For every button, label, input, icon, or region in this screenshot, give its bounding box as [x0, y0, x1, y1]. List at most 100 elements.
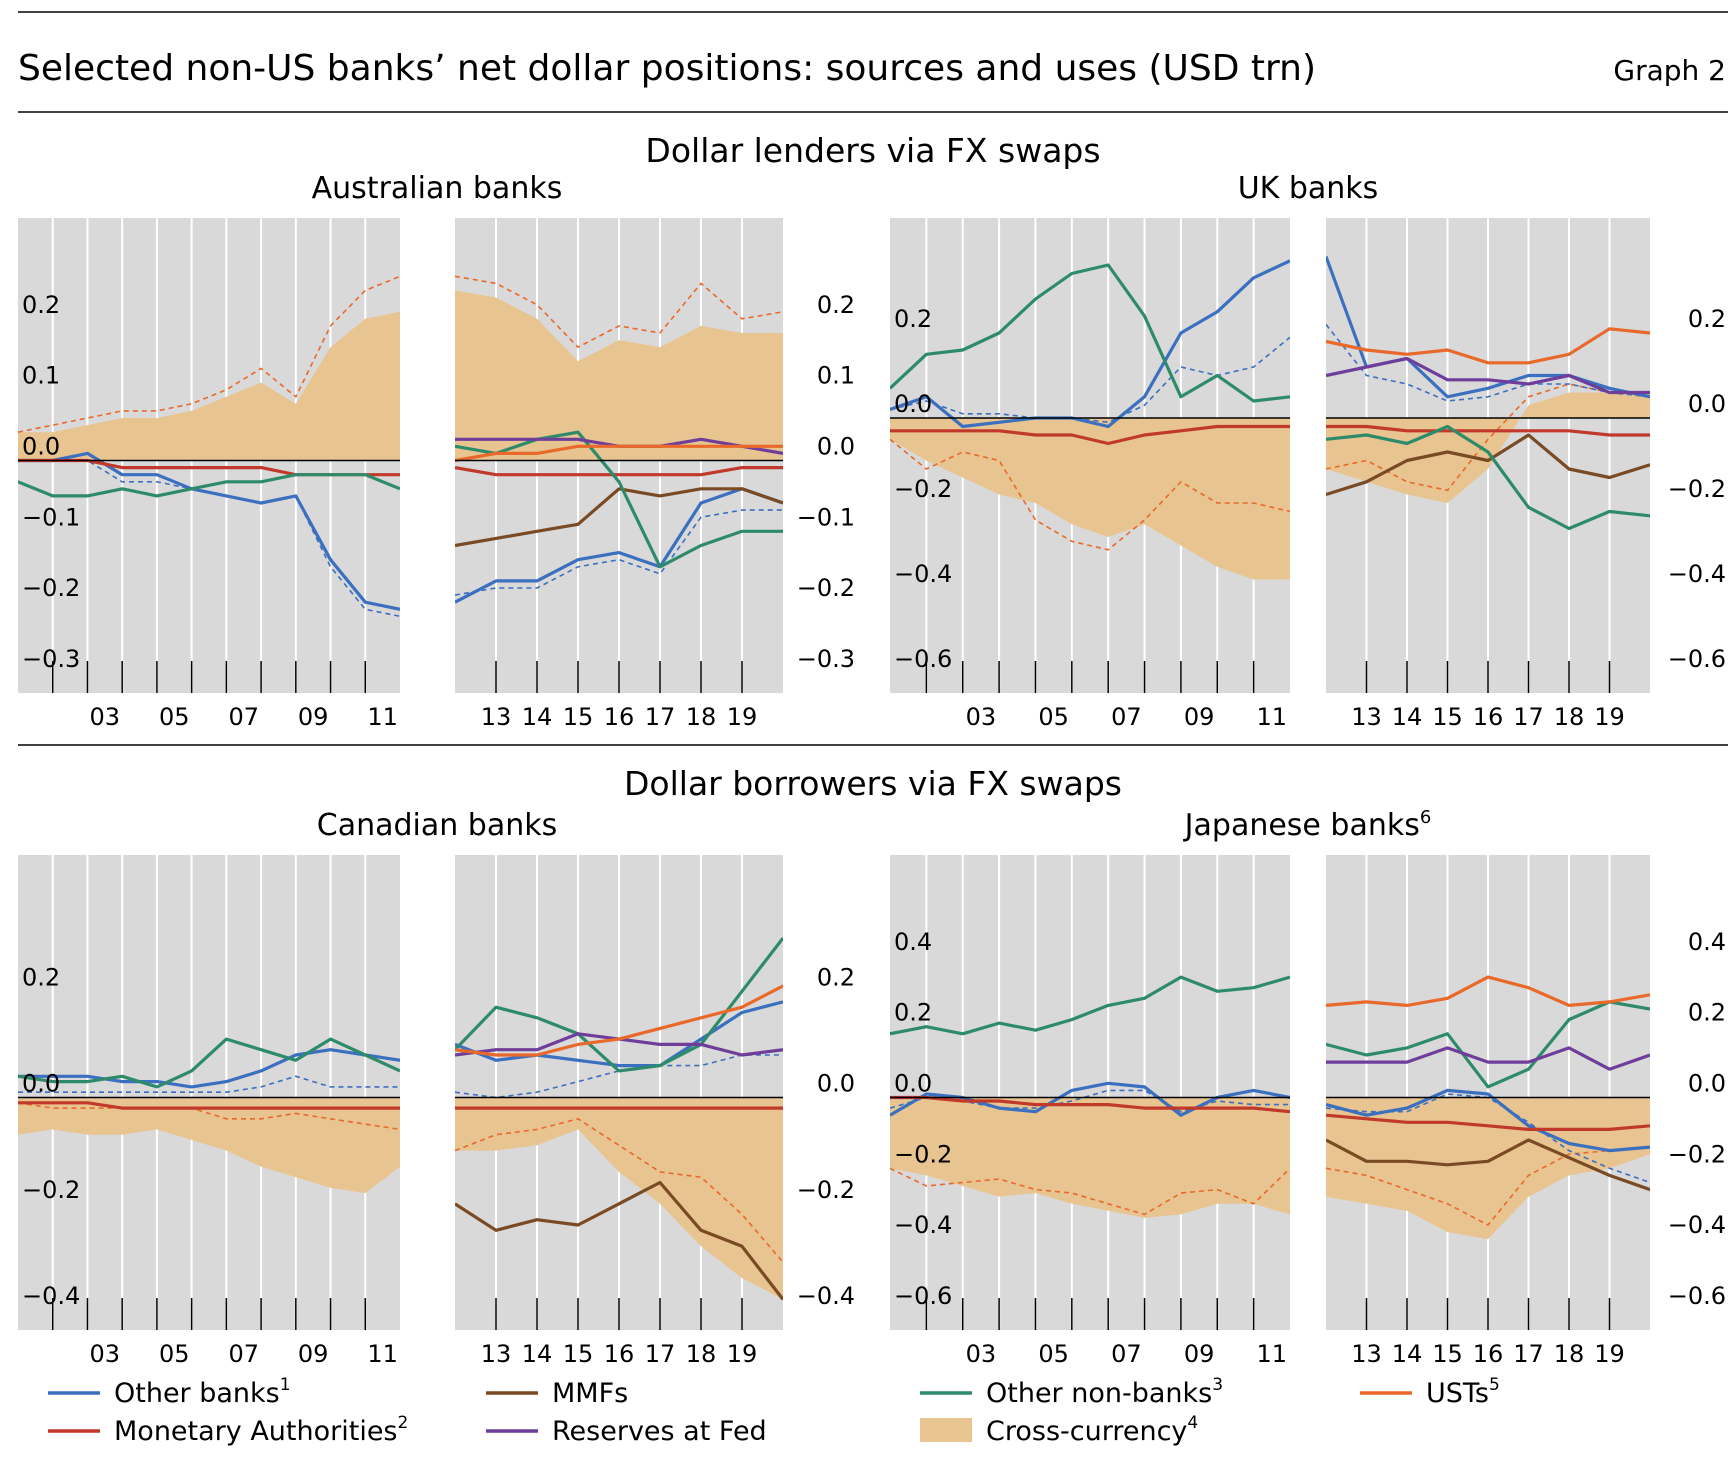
series-other-non-banks-line — [18, 473, 400, 498]
x-tick-label: 11 — [1257, 1340, 1288, 1368]
y-tick-label: 0.2 — [22, 963, 60, 991]
panel-left: 03 05 07 09 11 0.2 0.0 −0.2 −0.4 — [18, 855, 400, 1368]
x-tick-label: 07 — [228, 703, 259, 731]
legend-label: Other non-banks3 — [986, 1375, 1223, 1409]
y-tick-label: 0.0 — [894, 1070, 932, 1098]
series-cross-currency-dashed-line — [1326, 1146, 1650, 1226]
y-tick-label: −0.4 — [894, 1211, 952, 1239]
chart-title: Canadian banks — [317, 808, 557, 843]
graph-label: Graph 2 — [1613, 54, 1726, 87]
x-tick-label: 19 — [1594, 703, 1625, 731]
y-tick-label: −0.2 — [797, 574, 855, 602]
panel-left: 03 05 07 09 11 0.4 0.2 0.0 −0.2 −0.4 −0.6 — [890, 855, 1290, 1368]
series-other-banks-dashed-line — [1326, 324, 1650, 402]
series-mmfs-line — [1326, 433, 1650, 497]
y-tick-label: 0.0 — [1688, 1070, 1726, 1098]
series-layer — [1326, 975, 1650, 1240]
y-tick-label: −0.6 — [1668, 1282, 1726, 1310]
series-monetary-authorities-line — [1326, 1113, 1650, 1132]
legend-footnote: 4 — [1187, 1413, 1198, 1433]
figure-title: Selected non-US banks’ net dollar positi… — [18, 48, 1316, 89]
x-tick-label: 15 — [563, 703, 594, 731]
x-tick-label: 13 — [1351, 703, 1382, 731]
legend-item-mmfs: MMFs — [486, 1378, 628, 1409]
chart-title: Japanese banks6 — [1183, 807, 1432, 843]
x-tick-label: 18 — [686, 703, 717, 731]
y-tick-label: −0.2 — [1668, 475, 1726, 503]
y-tick-label: 0.4 — [894, 928, 932, 956]
x-tick-label: 17 — [1513, 1340, 1544, 1368]
series-cross-currency-dashed-line — [455, 275, 783, 349]
legend-item-other-banks: Other banks1 — [48, 1375, 291, 1409]
chart-group-japanese-banks: Japanese banks6 03 05 07 09 11 0.4 0.2 0.0 −0.2 −0… — [890, 807, 1726, 1368]
series-cross-currency-area — [1326, 392, 1650, 503]
series-cross-currency-dashed-line — [18, 275, 400, 433]
x-tick-label: 18 — [1554, 1340, 1585, 1368]
legend-label: Monetary Authorities2 — [114, 1413, 408, 1447]
y-tick-label: −0.4 — [22, 1282, 80, 1310]
series-other-non-banks-line — [18, 1037, 400, 1089]
series-cross-currency-dashed-line — [18, 1102, 400, 1131]
series-cross-currency-dashed-line — [455, 1118, 783, 1263]
x-tick-label: 11 — [367, 703, 398, 731]
chart-group-australian-banks: Australian banks 03 05 07 09 11 0.2 0.1 0.0 −0.1 −… — [18, 171, 855, 731]
y-tick-label: −0.2 — [894, 1140, 952, 1168]
series-layer — [455, 937, 783, 1301]
x-tick-label: 18 — [1554, 703, 1585, 731]
x-tick-label: 13 — [1351, 1340, 1382, 1368]
series-other-non-banks-line — [455, 430, 783, 569]
legend-footnote: 1 — [280, 1375, 291, 1395]
x-tick-label: 18 — [686, 1340, 717, 1368]
panel-right: 13 14 15 16 17 18 19 0.2 0.1 0.0 −0.1 −0.2 −0.3 — [455, 218, 855, 731]
x-tick-label: 19 — [727, 1340, 758, 1368]
x-tick-label: 19 — [1594, 1340, 1625, 1368]
series-layer — [18, 1037, 400, 1194]
series-other-banks-dashed-line — [890, 1089, 1290, 1113]
series-usts-line — [1326, 975, 1650, 1008]
series-other-banks-dashed-line — [18, 1075, 400, 1093]
x-tick-label: 05 — [159, 1340, 190, 1368]
charts-layer: Australian banks 03 05 07 09 11 0.2 0.1 0.0 −0.1 −… — [18, 171, 1726, 1368]
x-tick-label: 14 — [522, 703, 553, 731]
series-other-non-banks-line — [1326, 424, 1650, 531]
y-tick-label: 0.2 — [894, 305, 932, 333]
y-tick-label: 0.2 — [894, 999, 932, 1027]
panel-right: 13 14 15 16 17 18 19 0.4 0.2 0.0 −0.2 −0.4 −0.6 — [1326, 855, 1726, 1368]
x-tick-label: 16 — [604, 1340, 635, 1368]
x-tick-label: 03 — [90, 703, 121, 731]
legend-item-usts: USTs5 — [1360, 1375, 1500, 1409]
y-tick-label: 0.4 — [1688, 928, 1726, 956]
x-tick-label: 14 — [1392, 1340, 1423, 1368]
y-tick-label: −0.1 — [797, 503, 855, 531]
y-tick-label: −0.2 — [22, 1176, 80, 1204]
x-tick-label: 05 — [1038, 1340, 1069, 1368]
legend-label: Cross-currency4 — [986, 1413, 1198, 1447]
series-other-banks-line — [455, 1000, 783, 1068]
y-tick-label: 0.1 — [22, 362, 60, 390]
series-cross-currency-area — [455, 290, 783, 461]
y-tick-label: 0.0 — [1688, 390, 1726, 418]
series-other-non-banks-line — [1326, 1000, 1650, 1089]
series-monetary-authorities-line — [1326, 424, 1650, 437]
chart-title: UK banks — [1238, 171, 1379, 206]
legend-footnote: 2 — [398, 1413, 409, 1433]
y-tick-label: −0.2 — [22, 574, 80, 602]
legend-item-other-non-banks: Other non-banks3 — [920, 1375, 1223, 1409]
series-monetary-authorities-line — [890, 424, 1290, 446]
x-tick-label: 03 — [90, 1340, 121, 1368]
legend-item-monetary-authorities: Monetary Authorities2 — [48, 1413, 408, 1447]
y-tick-label: 0.2 — [817, 291, 855, 319]
series-mmfs-line — [455, 487, 783, 548]
x-tick-label: 09 — [1184, 1340, 1215, 1368]
y-tick-label: −0.4 — [1668, 560, 1726, 588]
chart-group-uk-banks: UK banks 03 05 07 09 11 0.2 0.0 −0.2 −0.4 −0.6 13 14… — [890, 171, 1726, 731]
series-other-banks-line — [455, 487, 783, 604]
y-tick-label: −0.2 — [894, 475, 952, 503]
x-tick-label: 09 — [298, 1340, 329, 1368]
series-other-non-banks-line — [455, 937, 783, 1073]
series-layer — [1326, 255, 1650, 531]
series-other-banks-line — [1326, 1088, 1650, 1153]
legend-item-cross-currency: Cross-currency4 — [920, 1413, 1198, 1447]
x-tick-label: 14 — [522, 1340, 553, 1368]
